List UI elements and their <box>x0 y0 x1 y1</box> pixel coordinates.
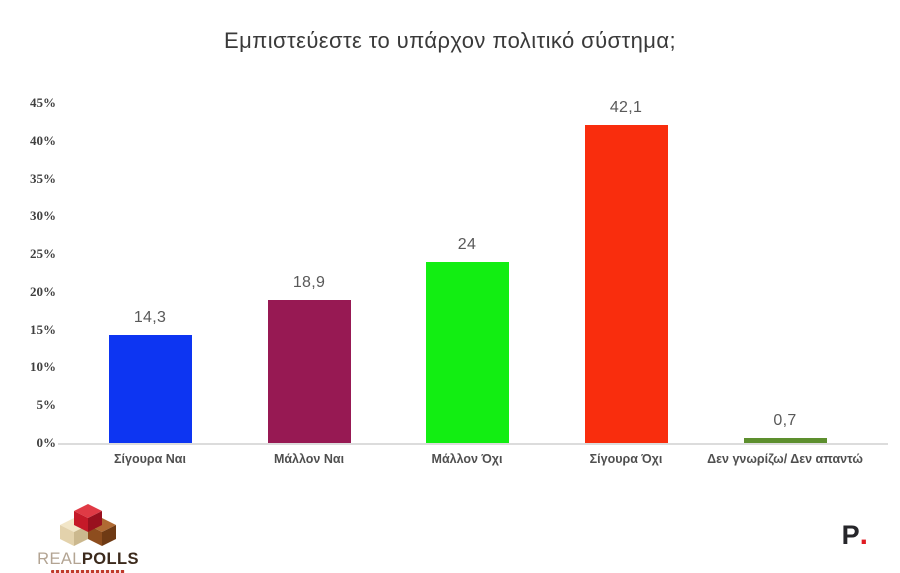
bar-value-label: 0,7 <box>773 411 797 429</box>
y-axis-tick-label: 15% <box>30 321 56 337</box>
bar-5 <box>743 437 827 443</box>
realpolls-logo: REALPOLLS <box>28 500 148 573</box>
bar-value-label: 24 <box>457 235 477 253</box>
protagon-logo: P. <box>841 518 868 551</box>
y-axis-tick-label: 35% <box>30 170 56 186</box>
x-axis-category-label: Δεν γνωρίζω/ Δεν απαντώ <box>707 452 863 466</box>
protagon-letter: P <box>841 520 860 550</box>
x-axis-category-label: Μάλλον Ναι <box>273 452 345 466</box>
realpolls-wordmark: REALPOLLS <box>28 551 148 568</box>
bar-2 <box>267 300 351 443</box>
bar-value-label: 18,9 <box>292 274 326 292</box>
y-axis-tick-label: 30% <box>30 208 56 224</box>
bar-1 <box>108 334 192 443</box>
x-axis-category-label: Μάλλον Όχι <box>431 452 503 466</box>
y-axis-tick-label: 10% <box>30 359 56 375</box>
x-axis-line <box>58 443 888 445</box>
realpolls-word-polls: POLLS <box>81 550 139 568</box>
realpolls-cubes-icon <box>60 504 116 546</box>
bar-value-label: 14,3 <box>133 308 167 326</box>
bar-value-label: 42,1 <box>609 98 643 116</box>
realpolls-word-real: REAL <box>37 550 82 568</box>
bar-3 <box>425 261 509 443</box>
chart-title: Εμπιστεύεστε το υπάρχον πολιτικό σύστημα… <box>224 28 676 53</box>
realpolls-tagline <box>51 570 125 573</box>
y-axis-tick-label: 5% <box>36 397 57 413</box>
y-axis-tick-label: 0% <box>36 435 57 450</box>
y-axis-tick-label: 20% <box>30 283 56 299</box>
y-axis-tick-label: 25% <box>30 246 56 262</box>
y-axis-tick-label: 45% <box>30 95 56 110</box>
y-axis-tick-label: 40% <box>30 132 56 148</box>
x-axis-category-label: Σίγουρα Όχι <box>589 452 663 466</box>
protagon-red-dot: . <box>859 518 868 551</box>
x-axis-category-label: Σίγουρα Ναι <box>114 452 186 466</box>
bar-4 <box>584 124 668 443</box>
